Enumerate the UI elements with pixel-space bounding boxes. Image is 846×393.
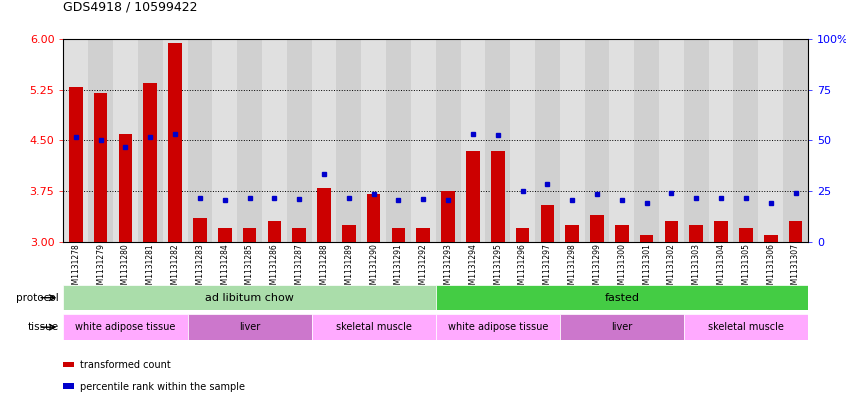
Bar	[243, 228, 256, 242]
Bar	[565, 225, 579, 242]
Bar	[442, 191, 455, 242]
Bar	[311, 39, 337, 242]
Bar	[411, 39, 436, 242]
Bar	[516, 228, 530, 242]
Bar	[69, 86, 83, 242]
Bar	[63, 314, 188, 340]
Bar	[714, 221, 728, 242]
Bar	[788, 221, 802, 242]
Text: ad libitum chow: ad libitum chow	[205, 293, 294, 303]
Text: white adipose tissue: white adipose tissue	[75, 322, 176, 332]
Bar	[510, 39, 535, 242]
Bar	[367, 195, 381, 242]
Bar	[311, 314, 436, 340]
Bar	[609, 39, 634, 242]
Bar	[585, 39, 609, 242]
Bar	[88, 39, 113, 242]
Bar	[535, 39, 560, 242]
Text: tissue: tissue	[28, 322, 59, 332]
Text: percentile rank within the sample: percentile rank within the sample	[80, 382, 245, 392]
Text: liver: liver	[239, 322, 261, 332]
Text: white adipose tissue: white adipose tissue	[448, 322, 548, 332]
Bar	[94, 93, 107, 242]
Bar	[436, 314, 560, 340]
Bar	[684, 314, 808, 340]
Bar	[560, 39, 585, 242]
Bar	[63, 39, 88, 242]
Bar	[162, 39, 188, 242]
Bar	[337, 39, 361, 242]
Bar	[193, 218, 206, 242]
Bar	[436, 39, 460, 242]
Bar	[287, 39, 311, 242]
Bar	[486, 39, 510, 242]
Bar	[218, 228, 232, 242]
Bar	[709, 39, 733, 242]
Bar	[591, 215, 604, 242]
Bar	[560, 314, 684, 340]
Bar	[386, 39, 411, 242]
Bar	[188, 314, 311, 340]
Text: skeletal muscle: skeletal muscle	[336, 322, 412, 332]
Bar	[237, 39, 262, 242]
Bar	[783, 39, 808, 242]
Bar	[63, 285, 436, 310]
Bar	[267, 221, 281, 242]
Bar	[212, 39, 237, 242]
Bar	[689, 225, 703, 242]
Bar	[118, 134, 132, 242]
Bar	[138, 39, 162, 242]
Bar	[758, 39, 783, 242]
Text: GDS4918 / 10599422: GDS4918 / 10599422	[63, 1, 198, 14]
Text: transformed count: transformed count	[80, 360, 171, 371]
Bar	[436, 285, 808, 310]
Bar	[491, 151, 504, 242]
Bar	[684, 39, 709, 242]
Bar	[168, 43, 182, 242]
Bar	[113, 39, 138, 242]
Bar	[361, 39, 386, 242]
Text: fasted: fasted	[604, 293, 640, 303]
Text: protocol: protocol	[16, 293, 59, 303]
Bar	[764, 235, 777, 242]
Bar	[615, 225, 629, 242]
Bar	[634, 39, 659, 242]
Bar	[739, 228, 753, 242]
Bar	[466, 151, 480, 242]
Bar	[659, 39, 684, 242]
Bar	[342, 225, 355, 242]
Bar	[733, 39, 758, 242]
Bar	[317, 188, 331, 242]
Bar	[416, 228, 430, 242]
Text: liver: liver	[611, 322, 633, 332]
Bar	[144, 83, 157, 242]
Bar	[665, 221, 678, 242]
Bar	[541, 205, 554, 242]
Bar	[392, 228, 405, 242]
Text: skeletal muscle: skeletal muscle	[708, 322, 784, 332]
Bar	[460, 39, 486, 242]
Bar	[188, 39, 212, 242]
Bar	[640, 235, 653, 242]
Bar	[262, 39, 287, 242]
Bar	[293, 228, 306, 242]
